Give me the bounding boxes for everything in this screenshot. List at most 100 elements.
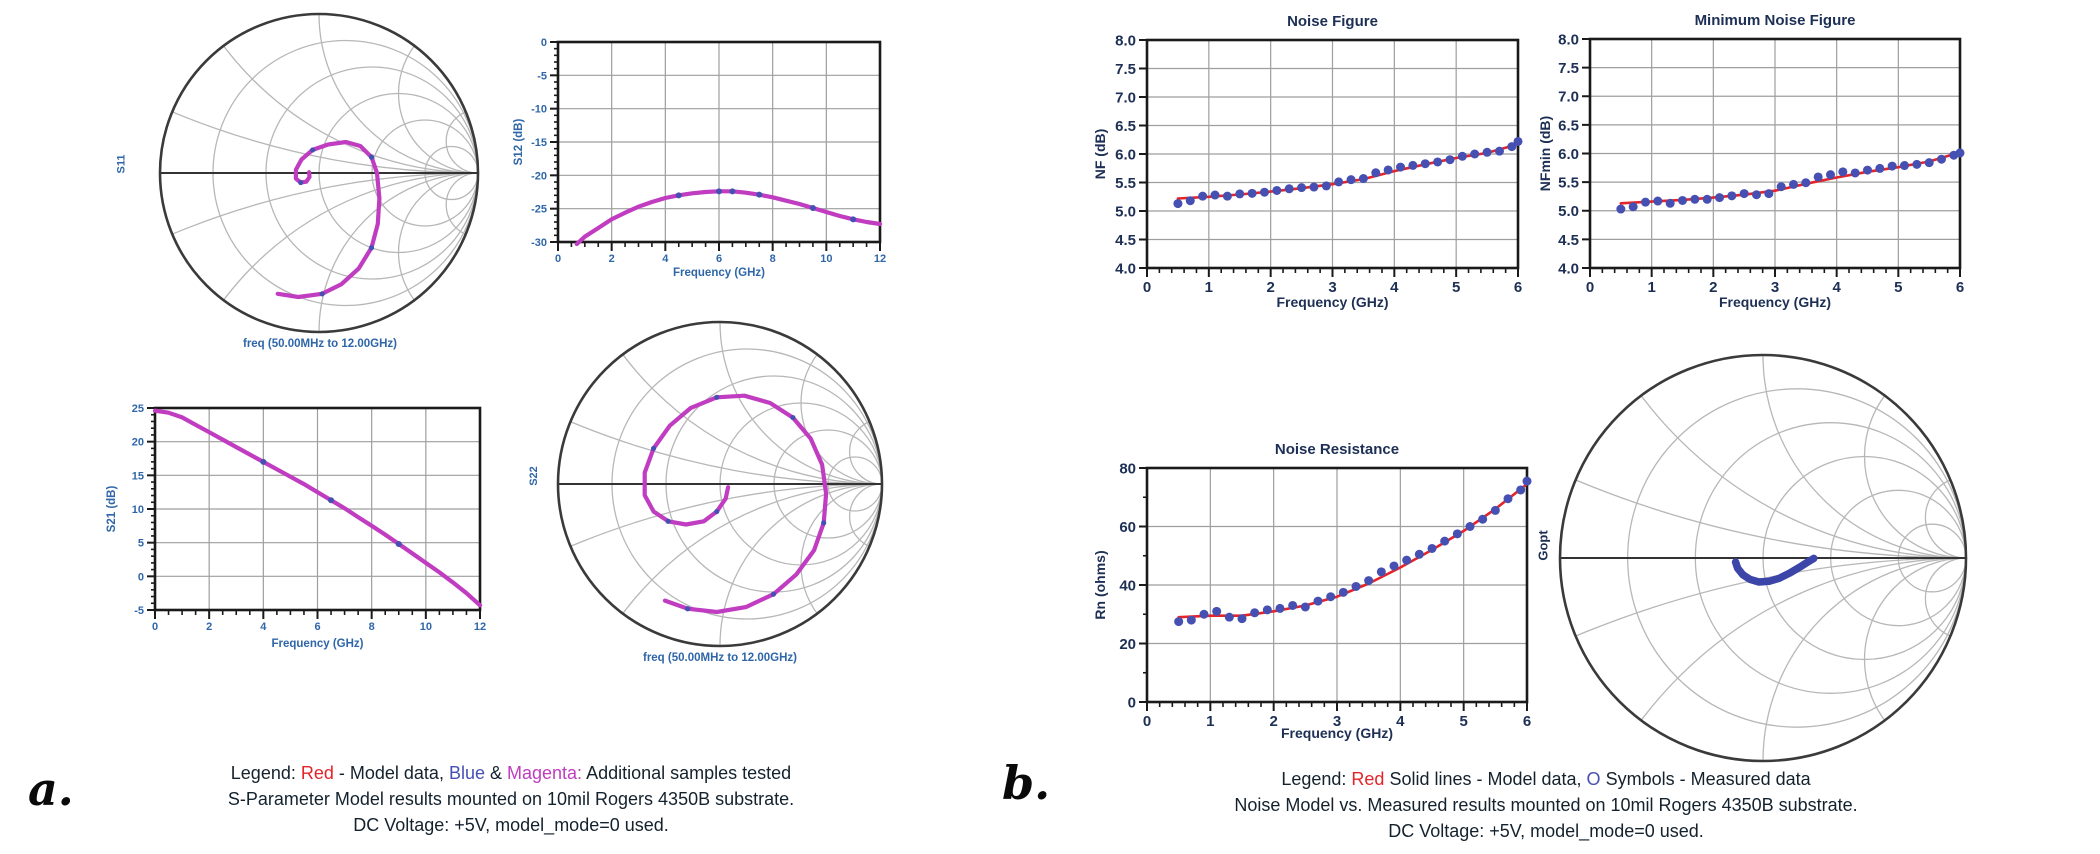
svg-text:4.5: 4.5 xyxy=(1558,232,1579,249)
svg-text:12: 12 xyxy=(874,253,886,265)
svg-text:6: 6 xyxy=(314,621,320,633)
panel-b-legend-line3: DC Voltage: +5V, model_mode=0 used. xyxy=(1388,821,1704,841)
svg-text:3: 3 xyxy=(1333,713,1341,730)
svg-text:40: 40 xyxy=(1119,577,1136,594)
svg-text:S12 (dB): S12 (dB) xyxy=(513,119,525,166)
gopt-axis-label: Gopt xyxy=(1535,530,1551,561)
noise-resistance-plot: 0 1 2 3 4 5 6 80 60 40 20 0 Noise Resistance Frequenc… xyxy=(1092,441,1532,741)
svg-text:Frequency (GHz): Frequency (GHz) xyxy=(673,267,765,279)
svg-text:-10: -10 xyxy=(531,104,547,116)
s12-db-plot: 0 2 4 6 8 10 12 0 -5 -10 -15 -20 -25 -30 Frequency (GH… xyxy=(513,37,886,279)
svg-text:8.0: 8.0 xyxy=(1115,32,1136,49)
svg-text:0: 0 xyxy=(541,37,547,49)
svg-text:1: 1 xyxy=(1647,279,1655,296)
svg-text:1: 1 xyxy=(1205,279,1213,296)
panel-b-legend-line2: Noise Model vs. Measured results mounted… xyxy=(1234,795,1858,815)
svg-text:5: 5 xyxy=(1452,279,1460,296)
s22-smith-chart xyxy=(556,320,884,648)
legend-a-samples-text: Additional samples tested xyxy=(582,763,792,783)
min-noise-figure-plot: 0 1 2 3 4 5 6 8.0 7.5 7.0 6.5 6.0 5.5 5.0 4.5 4.0 Minimu… xyxy=(1537,12,1965,310)
svg-text:5.5: 5.5 xyxy=(1558,175,1579,192)
svg-text:6: 6 xyxy=(1514,279,1522,296)
svg-text:60: 60 xyxy=(1119,519,1136,536)
svg-text:4: 4 xyxy=(1396,713,1405,730)
s11-axis-label: S11 xyxy=(115,154,128,174)
svg-text:S21 (dB): S21 (dB) xyxy=(106,486,118,533)
svg-text:2: 2 xyxy=(1709,279,1717,296)
svg-text:0: 0 xyxy=(1143,279,1151,296)
panel-b-legend: Legend: Red Solid lines - Model data, O … xyxy=(1140,766,1952,844)
svg-text:6: 6 xyxy=(716,253,722,265)
svg-text:6.5: 6.5 xyxy=(1558,117,1579,134)
svg-text:0: 0 xyxy=(152,621,158,633)
panel-a-legend-line1: Legend: Red - Model data, Blue & Magenta… xyxy=(130,760,892,786)
svg-text:1: 1 xyxy=(1206,713,1214,730)
svg-text:4: 4 xyxy=(1390,279,1399,296)
svg-text:Noise Resistance: Noise Resistance xyxy=(1275,441,1399,458)
svg-text:Frequency (GHz): Frequency (GHz) xyxy=(1719,294,1831,310)
s22-axis-label: S22 xyxy=(527,466,540,486)
svg-text:Frequency (GHz): Frequency (GHz) xyxy=(1276,294,1388,310)
panel-b-legend-line1: Legend: Red Solid lines - Model data, O … xyxy=(1140,766,1952,792)
s22-smith-chart-container xyxy=(520,312,940,674)
svg-text:0: 0 xyxy=(1586,279,1594,296)
noise-figure-plot: 0 1 2 3 4 5 6 8.0 7.5 7.0 6.5 6.0 5.5 5.0 4.5 4.0 Noise … xyxy=(1092,13,1523,310)
svg-text:2: 2 xyxy=(1269,713,1277,730)
svg-text:Frequency (GHz): Frequency (GHz) xyxy=(271,638,363,650)
svg-text:Rn (ohms): Rn (ohms) xyxy=(1092,550,1108,619)
svg-text:Frequency (GHz): Frequency (GHz) xyxy=(1281,725,1393,741)
svg-text:7.0: 7.0 xyxy=(1115,89,1136,106)
svg-text:-25: -25 xyxy=(531,204,547,216)
svg-text:NF (dB): NF (dB) xyxy=(1092,129,1108,180)
svg-text:4: 4 xyxy=(662,253,669,265)
svg-text:5: 5 xyxy=(1459,713,1467,730)
svg-text:10: 10 xyxy=(820,253,832,265)
noise-figure-plot-container: 0 1 2 3 4 5 6 8.0 7.5 7.0 6.5 6.0 5.5 5.0 4.5 4.0 Noise … xyxy=(1090,5,1560,317)
svg-text:4: 4 xyxy=(260,621,267,633)
svg-text:3: 3 xyxy=(1771,279,1779,296)
s21-plot-container: 0 2 4 6 8 10 12 25 20 15 10 5 0 -5 Frequency (GHz) S21 … xyxy=(95,385,525,675)
svg-text:-15: -15 xyxy=(531,137,547,149)
svg-text:7.5: 7.5 xyxy=(1558,60,1579,77)
svg-text:-5: -5 xyxy=(134,605,144,617)
svg-text:6: 6 xyxy=(1956,279,1964,296)
s11-freq-caption: freq (50.00MHz to 12.00GHz) xyxy=(242,338,397,350)
svg-text:2: 2 xyxy=(609,253,615,265)
svg-text:8: 8 xyxy=(369,621,375,633)
svg-text:5.5: 5.5 xyxy=(1115,175,1136,192)
noise-resistance-plot-container: 0 1 2 3 4 5 6 80 60 40 20 0 Noise Resistance Frequenc… xyxy=(1090,430,1570,750)
panel-a-letter: a. xyxy=(28,762,74,816)
s11-smith-chart-container xyxy=(105,0,545,365)
svg-text:NFmin (dB): NFmin (dB) xyxy=(1537,116,1553,191)
svg-text:0: 0 xyxy=(555,253,561,265)
legend-b-measured-text: Symbols - Measured data xyxy=(1600,769,1811,789)
svg-text:4: 4 xyxy=(1832,279,1841,296)
svg-text:-5: -5 xyxy=(537,70,547,82)
svg-text:8: 8 xyxy=(770,253,776,265)
svg-text:5: 5 xyxy=(1894,279,1902,296)
s11-smith-chart xyxy=(158,12,480,334)
svg-text:8.0: 8.0 xyxy=(1558,31,1579,48)
svg-text:3: 3 xyxy=(1328,279,1336,296)
legend-a-prefix: Legend: xyxy=(230,763,301,783)
svg-text:5: 5 xyxy=(138,538,144,550)
legend-b-red-key: Red xyxy=(1351,769,1385,789)
svg-text:80: 80 xyxy=(1119,460,1136,477)
svg-text:7.0: 7.0 xyxy=(1558,89,1579,106)
svg-text:20: 20 xyxy=(132,437,144,449)
svg-text:20: 20 xyxy=(1119,636,1136,653)
legend-a-amp: & xyxy=(484,763,507,783)
svg-text:4.5: 4.5 xyxy=(1115,232,1136,249)
svg-text:-20: -20 xyxy=(531,170,547,182)
legend-a-magenta-key: Magenta: xyxy=(507,763,583,783)
panel-a-legend-line2: S-Parameter Model results mounted on 10m… xyxy=(227,789,795,809)
s22-freq-caption: freq (50.00MHz to 12.00GHz) xyxy=(642,652,797,664)
gopt-smith-chart-container xyxy=(1528,340,1988,776)
svg-text:5.0: 5.0 xyxy=(1558,203,1579,220)
svg-text:15: 15 xyxy=(132,470,144,482)
svg-text:0: 0 xyxy=(1128,694,1136,711)
svg-text:2: 2 xyxy=(206,621,212,633)
s12-plot-container: 0 2 4 6 8 10 12 0 -5 -10 -15 -20 -25 -30 Frequency (GH… xyxy=(500,14,930,304)
panel-a-legend-line3: DC Voltage: +5V, model_mode=0 used. xyxy=(353,815,669,835)
